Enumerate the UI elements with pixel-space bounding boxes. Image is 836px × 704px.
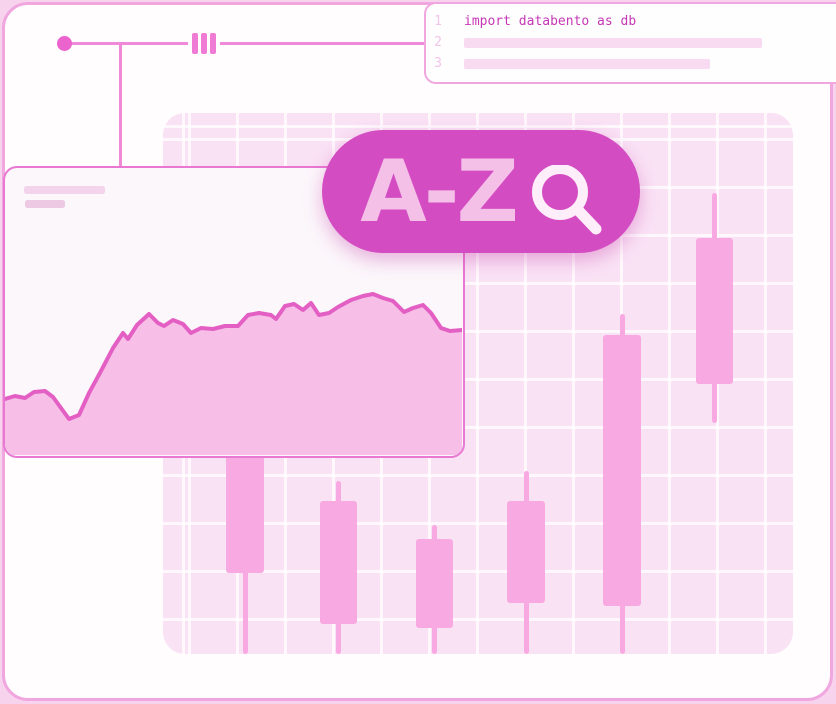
circuit-wire-horizontal	[63, 42, 424, 45]
line-number: 2	[434, 35, 442, 50]
candle-body	[507, 501, 545, 603]
line-number: 3	[434, 56, 442, 71]
az-label: A-Z	[360, 141, 519, 242]
card-subtitle-placeholder	[25, 200, 65, 208]
candle-body	[603, 335, 641, 606]
capacitor-icon	[210, 33, 216, 54]
capacitor-icon	[192, 33, 198, 54]
code-editor-panel: 1 import databento as db 2 3	[424, 2, 836, 84]
line-number: 1	[434, 14, 442, 29]
capacitor-icon	[201, 33, 207, 54]
card-title-placeholder	[24, 186, 105, 194]
code-text: import databento as db	[464, 14, 637, 29]
code-line: 3	[426, 53, 836, 74]
search-icon	[531, 164, 602, 234]
candle-body	[226, 443, 264, 573]
code-line: 2	[426, 32, 836, 53]
circuit-node-dot	[57, 36, 72, 51]
code-placeholder-bar	[464, 58, 710, 69]
code-line: 1 import databento as db	[426, 11, 836, 32]
candle-body	[416, 539, 453, 628]
candle-body	[696, 238, 733, 384]
code-placeholder-bar	[464, 37, 762, 48]
az-search-pill[interactable]: A-Z	[322, 130, 640, 253]
candle-body	[320, 501, 357, 624]
area-chart	[5, 292, 462, 455]
circuit-wire-vertical	[119, 43, 122, 166]
